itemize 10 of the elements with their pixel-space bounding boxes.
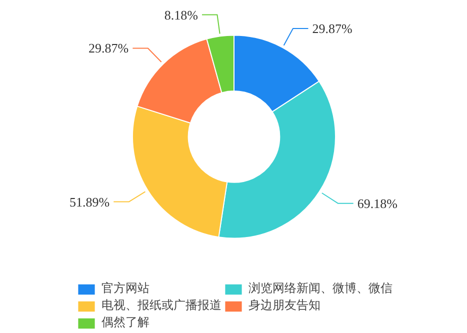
- legend-label: 身边朋友告知: [248, 297, 320, 314]
- legend-label: 官方网站: [102, 280, 150, 297]
- legend-label: 电视、报纸或广播报道: [102, 297, 222, 314]
- legend-label: 浏览网络新闻、微博、微信: [248, 280, 392, 297]
- data-label: 51.89%: [69, 194, 110, 210]
- data-label: 8.18%: [164, 7, 198, 22]
- data-label: 69.18%: [357, 196, 398, 211]
- legend-label: 偶然了解: [102, 314, 150, 331]
- data-label: 29.87%: [312, 20, 353, 36]
- data-label: 29.87%: [88, 40, 129, 56]
